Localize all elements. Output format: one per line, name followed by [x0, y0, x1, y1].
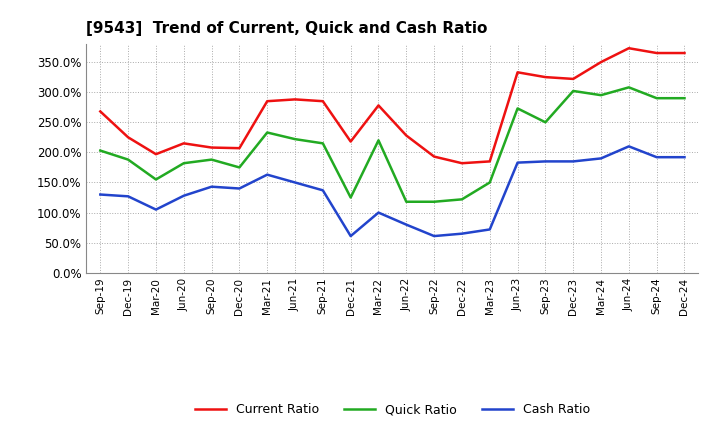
Quick Ratio — [207, 157, 216, 162]
Quick Ratio — [402, 199, 410, 205]
Cash Ratio — [291, 180, 300, 185]
Quick Ratio — [346, 195, 355, 200]
Quick Ratio — [652, 95, 661, 101]
Current Ratio — [458, 161, 467, 166]
Line: Cash Ratio: Cash Ratio — [100, 147, 685, 236]
Current Ratio — [291, 97, 300, 102]
Current Ratio — [235, 146, 243, 151]
Cash Ratio — [263, 172, 271, 177]
Current Ratio — [513, 70, 522, 75]
Quick Ratio — [569, 88, 577, 94]
Current Ratio — [96, 109, 104, 114]
Cash Ratio — [374, 210, 383, 215]
Current Ratio — [402, 133, 410, 138]
Cash Ratio — [569, 159, 577, 164]
Quick Ratio — [458, 197, 467, 202]
Cash Ratio — [597, 156, 606, 161]
Quick Ratio — [124, 157, 132, 162]
Quick Ratio — [680, 95, 689, 101]
Cash Ratio — [680, 154, 689, 160]
Current Ratio — [485, 159, 494, 164]
Cash Ratio — [402, 222, 410, 227]
Quick Ratio — [513, 106, 522, 111]
Current Ratio — [263, 99, 271, 104]
Current Ratio — [374, 103, 383, 108]
Legend: Current Ratio, Quick Ratio, Cash Ratio: Current Ratio, Quick Ratio, Cash Ratio — [189, 398, 595, 421]
Cash Ratio — [541, 159, 550, 164]
Cash Ratio — [458, 231, 467, 236]
Quick Ratio — [291, 136, 300, 142]
Line: Current Ratio: Current Ratio — [100, 48, 685, 163]
Quick Ratio — [235, 165, 243, 170]
Cash Ratio — [207, 184, 216, 189]
Cash Ratio — [624, 144, 633, 149]
Line: Quick Ratio: Quick Ratio — [100, 88, 685, 202]
Current Ratio — [179, 141, 188, 146]
Current Ratio — [569, 76, 577, 81]
Quick Ratio — [96, 148, 104, 153]
Quick Ratio — [624, 85, 633, 90]
Cash Ratio — [96, 192, 104, 197]
Quick Ratio — [318, 141, 327, 146]
Cash Ratio — [235, 186, 243, 191]
Cash Ratio — [179, 193, 188, 198]
Quick Ratio — [374, 138, 383, 143]
Cash Ratio — [430, 234, 438, 239]
Quick Ratio — [179, 161, 188, 166]
Cash Ratio — [652, 154, 661, 160]
Current Ratio — [680, 51, 689, 56]
Cash Ratio — [318, 188, 327, 193]
Current Ratio — [152, 151, 161, 157]
Quick Ratio — [485, 180, 494, 185]
Cash Ratio — [513, 160, 522, 165]
Cash Ratio — [124, 194, 132, 199]
Current Ratio — [597, 59, 606, 65]
Cash Ratio — [346, 234, 355, 239]
Quick Ratio — [597, 92, 606, 98]
Current Ratio — [346, 139, 355, 144]
Cash Ratio — [485, 227, 494, 232]
Current Ratio — [207, 145, 216, 150]
Current Ratio — [430, 154, 438, 159]
Cash Ratio — [152, 207, 161, 212]
Current Ratio — [541, 74, 550, 80]
Quick Ratio — [152, 177, 161, 182]
Current Ratio — [652, 51, 661, 56]
Quick Ratio — [263, 130, 271, 135]
Current Ratio — [624, 46, 633, 51]
Text: [9543]  Trend of Current, Quick and Cash Ratio: [9543] Trend of Current, Quick and Cash … — [86, 21, 487, 36]
Current Ratio — [318, 99, 327, 104]
Quick Ratio — [430, 199, 438, 205]
Quick Ratio — [541, 120, 550, 125]
Current Ratio — [124, 135, 132, 140]
